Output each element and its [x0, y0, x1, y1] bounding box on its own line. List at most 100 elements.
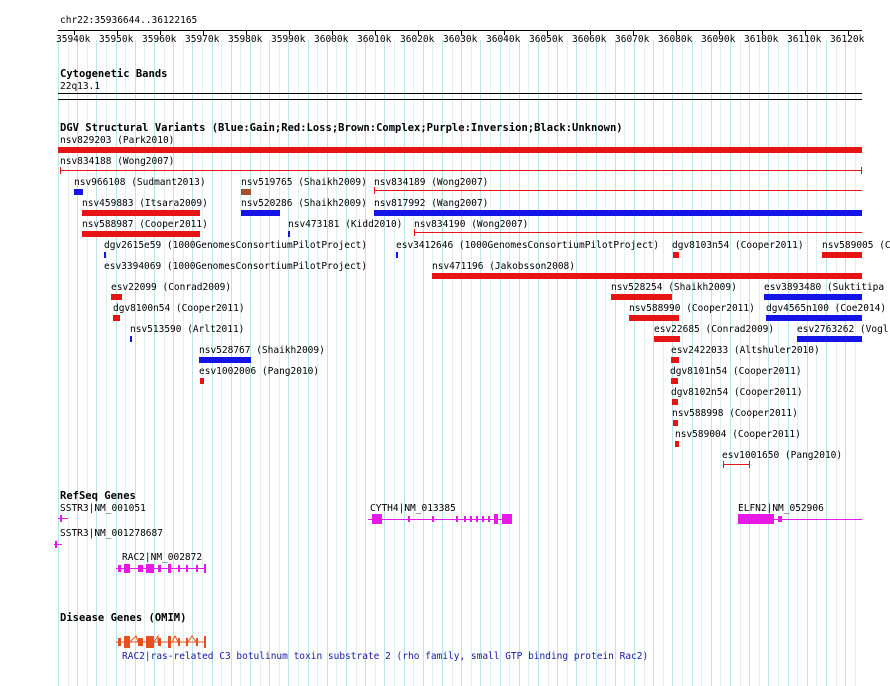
- omim-exon[interactable]: [158, 638, 161, 646]
- refseq-gene-label[interactable]: CYTH4|NM_013385: [370, 503, 456, 514]
- omim-intron-chevron[interactable]: [187, 635, 197, 643]
- dgv-variant-label[interactable]: nsv817992 (Wang2007): [374, 198, 489, 209]
- dgv-variant-label[interactable]: nsv459883 (Itsara2009): [82, 198, 208, 209]
- refseq-gene-exon[interactable]: [138, 565, 143, 572]
- omim-exon[interactable]: [168, 636, 171, 648]
- dgv-variant-label[interactable]: esv3412646 (1000GenomesConsortiumPilotPr…: [396, 240, 660, 251]
- refseq-gene-exon[interactable]: [196, 565, 198, 572]
- dgv-variant-bar[interactable]: [611, 294, 672, 300]
- omim-exon[interactable]: [146, 636, 154, 648]
- dgv-variant-label[interactable]: nsv528767 (Shaikh2009): [199, 345, 325, 356]
- refseq-gene-exon[interactable]: [456, 516, 458, 522]
- dgv-variant-label[interactable]: nsv829203 (Park2010): [60, 135, 175, 146]
- dgv-variant-bar[interactable]: [60, 170, 862, 171]
- dgv-variant-label[interactable]: dgv8102n54 (Cooper2011): [671, 387, 803, 398]
- refseq-gene-label[interactable]: SSTR3|NM_001278687: [60, 528, 163, 539]
- refseq-gene-exon[interactable]: [778, 516, 782, 522]
- dgv-variant-bar[interactable]: [672, 399, 678, 405]
- dgv-variant-bar[interactable]: [241, 210, 280, 216]
- omim-gene-label[interactable]: RAC2|ras-related C3 botulinum toxin subs…: [122, 651, 649, 662]
- dgv-variant-label[interactable]: esv22099 (Conrad2009): [111, 282, 232, 293]
- dgv-variant-label[interactable]: nsv834190 (Wong2007): [414, 219, 529, 230]
- refseq-gene-exon[interactable]: [476, 516, 478, 522]
- dgv-variant-label[interactable]: dgv2615e59 (1000GenomesConsortiumPilotPr…: [104, 240, 368, 251]
- refseq-gene-exon[interactable]: [470, 516, 472, 522]
- omim-exon[interactable]: [204, 636, 206, 648]
- refseq-gene-exon[interactable]: [372, 514, 382, 524]
- refseq-gene-label[interactable]: SSTR3|NM_001051: [60, 503, 146, 514]
- dgv-variant-label[interactable]: dgv8103n54 (Cooper2011): [672, 240, 804, 251]
- dgv-variant-label[interactable]: dgv8101n54 (Cooper2011): [670, 366, 802, 377]
- refseq-gene-exon[interactable]: [168, 564, 171, 573]
- omim-intron-chevron[interactable]: [171, 634, 179, 643]
- dgv-variant-label[interactable]: nsv966108 (Sudmant2013): [74, 177, 206, 188]
- omim-exon[interactable]: [118, 638, 121, 646]
- omim-intron-chevron[interactable]: [129, 635, 139, 643]
- refseq-gene-exon[interactable]: [118, 565, 121, 572]
- refseq-gene-exon[interactable]: [408, 516, 410, 522]
- dgv-variant-bar[interactable]: [414, 232, 862, 233]
- refseq-gene-intron[interactable]: [116, 568, 206, 569]
- refseq-gene-label[interactable]: ELFN2|NM_052906: [738, 503, 824, 514]
- dgv-variant-label[interactable]: esv2422033 (Altshuler2010): [671, 345, 820, 356]
- dgv-variant-bar[interactable]: [822, 252, 862, 258]
- refseq-gene-exon[interactable]: [502, 514, 512, 524]
- dgv-variant-bar[interactable]: [673, 420, 678, 426]
- dgv-variant-label[interactable]: esv1002006 (Pang2010): [199, 366, 320, 377]
- dgv-variant-bar[interactable]: [396, 252, 398, 258]
- dgv-variant-bar[interactable]: [58, 147, 862, 153]
- dgv-variant-label[interactable]: nsv520286 (Shaikh2009): [241, 198, 367, 209]
- dgv-variant-label[interactable]: nsv588990 (Cooper2011): [629, 303, 755, 314]
- refseq-gene-exon[interactable]: [186, 565, 188, 572]
- dgv-variant-label[interactable]: esv3394069 (1000GenomesConsortiumPilotPr…: [104, 261, 368, 272]
- dgv-variant-label[interactable]: nsv588998 (Cooper2011): [672, 408, 798, 419]
- omim-intron-chevron[interactable]: [153, 634, 159, 643]
- dgv-variant-bar[interactable]: [104, 252, 106, 258]
- refseq-gene-intron[interactable]: [58, 518, 68, 519]
- dgv-variant-label[interactable]: esv3893480 (Suktitipa: [764, 282, 885, 293]
- refseq-gene-exon[interactable]: [482, 516, 484, 522]
- dgv-variant-label[interactable]: esv1001650 (Pang2010): [722, 450, 843, 461]
- dgv-variant-bar[interactable]: [130, 336, 132, 342]
- refseq-gene-label[interactable]: RAC2|NM_002872: [122, 552, 203, 563]
- dgv-variant-label[interactable]: nsv589004 (Cooper2011): [675, 429, 801, 440]
- refseq-gene-intron[interactable]: [368, 519, 512, 520]
- dgv-variant-label[interactable]: esv2763262 (Vogl: [797, 324, 889, 335]
- refseq-gene-exon[interactable]: [432, 516, 434, 522]
- omim-exon[interactable]: [178, 638, 180, 646]
- dgv-variant-bar[interactable]: [675, 441, 679, 447]
- refseq-gene-exon[interactable]: [464, 516, 466, 522]
- dgv-variant-bar[interactable]: [671, 378, 678, 384]
- dgv-variant-label[interactable]: nsv588987 (Cooper2011): [82, 219, 208, 230]
- dgv-variant-bar[interactable]: [111, 294, 122, 300]
- refseq-gene-intron[interactable]: [54, 544, 62, 545]
- dgv-variant-label[interactable]: dgv8100n54 (Cooper2011): [113, 303, 245, 314]
- dgv-variant-label[interactable]: nsv834189 (Wong2007): [374, 177, 489, 188]
- refseq-gene-exon[interactable]: [178, 565, 180, 572]
- omim-exon[interactable]: [186, 638, 188, 646]
- dgv-variant-label[interactable]: nsv834188 (Wong2007): [60, 156, 175, 167]
- dgv-variant-bar[interactable]: [654, 336, 680, 342]
- refseq-gene-exon[interactable]: [146, 564, 154, 573]
- dgv-variant-bar[interactable]: [673, 252, 679, 258]
- refseq-gene-exon[interactable]: [494, 514, 498, 524]
- dgv-variant-label[interactable]: nsv519765 (Shaikh2009): [241, 177, 367, 188]
- refseq-gene-exon[interactable]: [158, 565, 161, 572]
- dgv-variant-bar[interactable]: [432, 273, 862, 279]
- dgv-variant-bar[interactable]: [241, 189, 251, 195]
- dgv-variant-bar[interactable]: [374, 190, 862, 191]
- dgv-variant-bar[interactable]: [723, 464, 750, 465]
- dgv-variant-bar[interactable]: [671, 357, 679, 363]
- refseq-gene-exon[interactable]: [55, 541, 57, 548]
- dgv-variant-bar[interactable]: [764, 294, 862, 300]
- refseq-gene-exon[interactable]: [204, 564, 206, 573]
- refseq-gene-intron[interactable]: [738, 519, 862, 520]
- dgv-variant-label[interactable]: nsv471196 (Jakobsson2008): [432, 261, 575, 272]
- dgv-variant-bar[interactable]: [374, 210, 862, 216]
- dgv-variant-bar[interactable]: [200, 378, 204, 384]
- dgv-variant-bar[interactable]: [113, 315, 120, 321]
- dgv-variant-bar[interactable]: [74, 189, 83, 195]
- dgv-variant-bar[interactable]: [797, 336, 862, 342]
- refseq-gene-exon[interactable]: [738, 514, 774, 524]
